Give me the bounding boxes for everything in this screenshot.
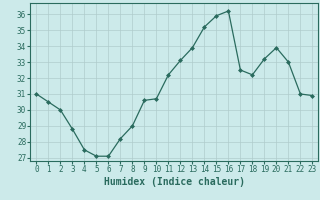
X-axis label: Humidex (Indice chaleur): Humidex (Indice chaleur) [104, 177, 245, 187]
